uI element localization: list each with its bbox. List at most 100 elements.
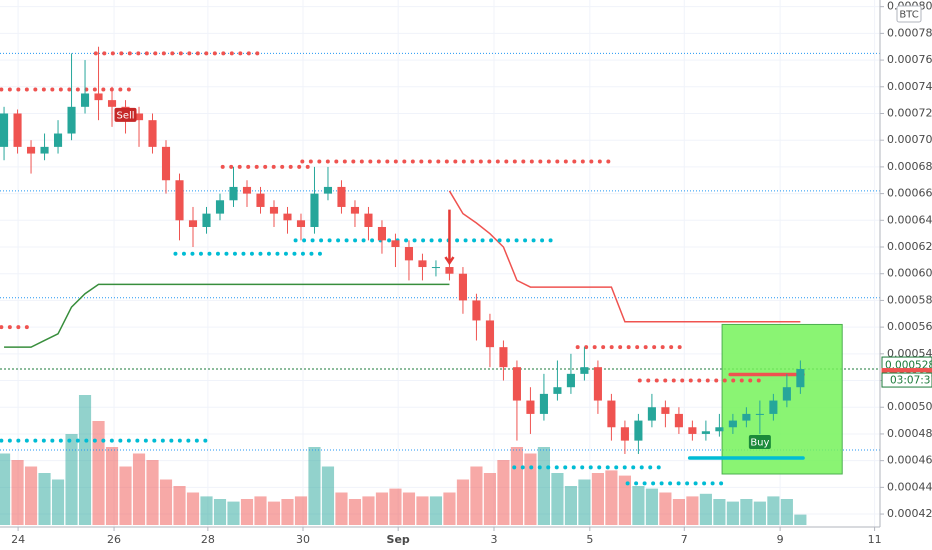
candle-body xyxy=(0,113,9,147)
candle-body xyxy=(485,320,494,348)
volume-bar xyxy=(38,473,51,525)
candle-body xyxy=(377,226,387,241)
volume-bar xyxy=(699,493,712,525)
volume-bar xyxy=(497,460,510,525)
signal-label: Buy xyxy=(750,437,769,448)
volume-bar xyxy=(281,499,294,525)
volume-bar xyxy=(416,496,429,525)
x-tick-label: 3 xyxy=(490,533,497,546)
candle-body xyxy=(580,367,589,374)
overlays xyxy=(0,51,880,486)
candle-body xyxy=(161,146,171,181)
volume-bar xyxy=(443,492,456,525)
volume-bar xyxy=(618,475,631,525)
volume-bar xyxy=(456,479,470,525)
candle-body xyxy=(742,413,751,421)
countdown-box xyxy=(881,372,932,388)
volume-bar xyxy=(591,473,604,525)
y-tick-label: 0.0007400 xyxy=(887,80,932,93)
x-tick-label: 26 xyxy=(107,533,121,546)
candle-body xyxy=(782,387,791,401)
candle-body xyxy=(431,267,440,269)
volume-bar xyxy=(672,499,685,525)
y-tick-label: 0.0006400 xyxy=(887,213,932,226)
candle-body xyxy=(607,400,616,428)
y-tick-label: 0.0004800 xyxy=(887,427,932,440)
volume-bar xyxy=(578,479,591,525)
candle-body xyxy=(350,206,360,214)
volume-bar xyxy=(551,473,564,525)
y-tick-label: 0.0004600 xyxy=(887,454,932,467)
y-tick-label: 0.0005000 xyxy=(887,400,932,413)
candle-body xyxy=(634,420,643,441)
candle-body xyxy=(67,106,76,134)
candle-body xyxy=(364,213,373,227)
candle-body xyxy=(526,400,535,414)
y-tick-label: 0.0007800 xyxy=(887,26,932,39)
candle-body xyxy=(647,407,656,421)
volume-bar xyxy=(213,499,227,525)
candle-body xyxy=(269,206,279,214)
x-tick-label: 9 xyxy=(777,533,784,546)
stop-line xyxy=(4,283,450,348)
volume-bar xyxy=(483,473,497,525)
candle-body xyxy=(593,367,602,401)
signal-label: Sell xyxy=(116,110,134,121)
volume-bar xyxy=(78,395,92,525)
x-tick-label: 30 xyxy=(296,533,310,546)
candle-body xyxy=(688,427,697,434)
volume-bar xyxy=(348,499,362,525)
candle-body xyxy=(53,133,63,147)
x-tick-label: Sep xyxy=(387,533,410,546)
volume-bar xyxy=(645,488,658,525)
y-tick-label: 0.0007000 xyxy=(887,133,932,146)
volume-bar xyxy=(227,501,240,525)
volume-bar xyxy=(173,486,186,525)
volume-bar xyxy=(119,466,132,525)
volume-bar xyxy=(510,447,524,525)
volume-bar xyxy=(713,499,726,525)
y-tick-label: 0.0005600 xyxy=(887,320,932,333)
signal-arrow xyxy=(444,209,455,266)
y-tick-label: 0.0006000 xyxy=(887,267,932,280)
volume-bar xyxy=(605,470,618,525)
target-box xyxy=(721,323,843,475)
currency-box xyxy=(896,5,922,23)
candle-body xyxy=(107,100,117,107)
volume-bar xyxy=(780,499,793,525)
volume-bar xyxy=(200,496,213,525)
candle-body xyxy=(26,146,36,154)
y-tick-label: 0.0006200 xyxy=(887,240,932,253)
candle-body xyxy=(134,113,144,121)
candle-body xyxy=(188,220,198,227)
volume-bar xyxy=(24,466,38,525)
volume-bar xyxy=(767,496,780,525)
y-tick-label: 0.0005800 xyxy=(887,293,932,306)
x-tick-label: 11 xyxy=(868,533,882,546)
candle-body xyxy=(40,146,49,154)
volume-bar xyxy=(146,460,159,525)
volume-bar xyxy=(537,447,550,525)
volume-bar xyxy=(92,421,105,525)
candle-body xyxy=(323,186,333,194)
candle-body xyxy=(215,200,225,214)
candle-body xyxy=(337,186,346,207)
y-tick-label: 0.0004200 xyxy=(887,507,932,520)
candle-body xyxy=(418,260,427,268)
candle-body xyxy=(796,369,805,388)
volume-bar xyxy=(564,486,577,525)
candle-body xyxy=(553,387,562,394)
candle-body xyxy=(445,267,454,274)
volume-bar xyxy=(429,496,443,525)
candle-body xyxy=(296,220,306,227)
y-tick-label: 0.0007600 xyxy=(887,53,932,66)
volume-bar xyxy=(470,466,483,525)
volume-bar xyxy=(321,466,335,525)
y-tick-label: 0.0006600 xyxy=(887,187,932,200)
candle-body xyxy=(80,93,90,107)
candle-body xyxy=(472,300,481,321)
volume-bar xyxy=(105,447,119,525)
volume-bar xyxy=(294,496,308,525)
x-tick-label: 24 xyxy=(11,533,25,546)
